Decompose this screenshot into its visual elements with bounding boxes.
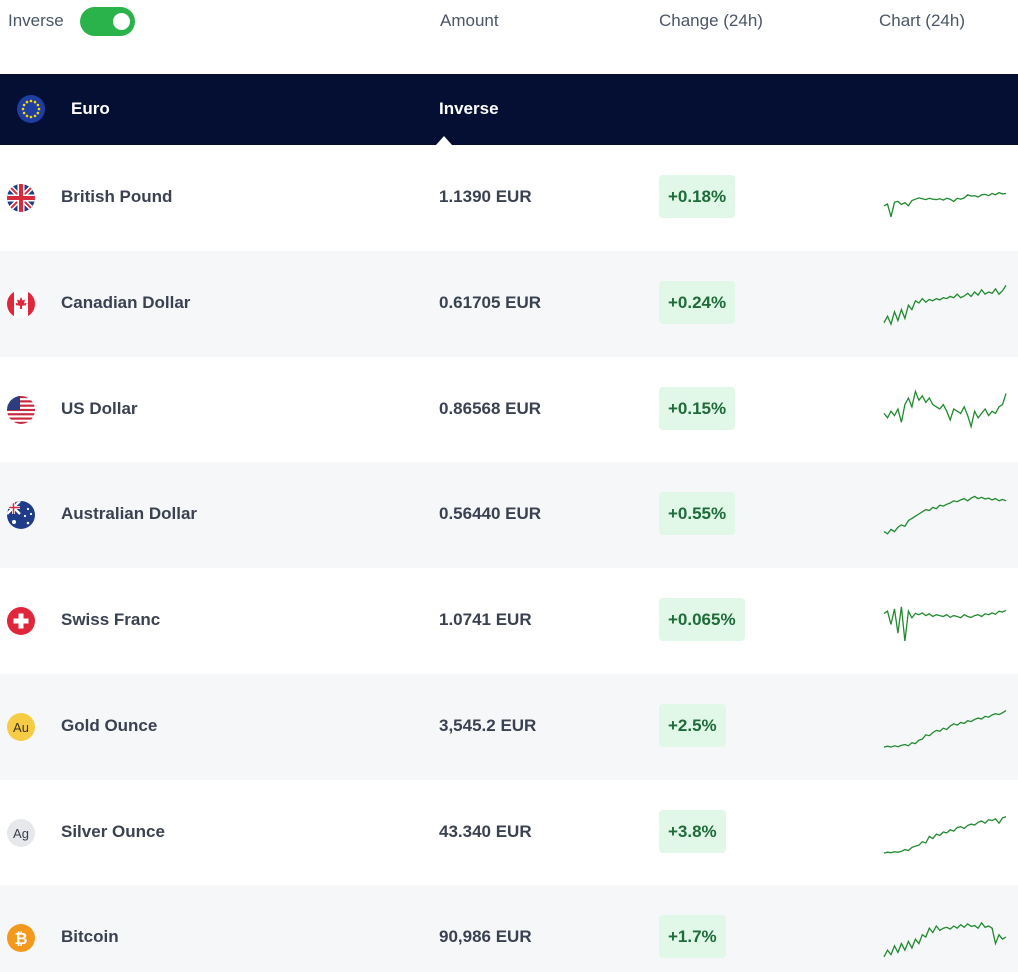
change-badge: +0.065% <box>659 598 745 641</box>
amount-value: 3,545.2 EUR <box>439 715 537 735</box>
amount-value: 1.1390 EUR <box>439 187 532 206</box>
currency-name: Australian Dollar <box>61 504 198 524</box>
us-flag-icon <box>7 395 35 424</box>
sparkline-chart <box>883 815 1007 854</box>
currency-name: Canadian Dollar <box>61 292 191 312</box>
amount-value: 0.86568 EUR <box>439 398 542 418</box>
currency-row[interactable]: ₿ Bitcoin 90,986 EUR +1.7% <box>0 885 1018 972</box>
currency-row[interactable]: US Dollar 0.86568 EUR +0.15% <box>0 357 1018 463</box>
switzerland-flag-icon <box>7 607 35 635</box>
sparkline-chart <box>883 606 1007 642</box>
currency-row[interactable]: Canadian Dollar 0.61705 EUR +0.24% <box>0 250 1018 357</box>
currency-name: US Dollar <box>61 398 138 418</box>
svg-text:₿: ₿ <box>14 929 27 948</box>
currency-row[interactable]: British Pound 1.1390 EUR +0.18% <box>0 145 1018 251</box>
amount-value: 43.340 EUR <box>439 821 532 841</box>
mode-caret-icon <box>436 136 452 145</box>
change-badge: +1.7% <box>659 915 726 959</box>
gold-au-icon: Au <box>7 712 35 741</box>
currency-name: Silver Ounce <box>61 821 165 841</box>
toggle-knob <box>113 13 130 30</box>
sparkline-chart <box>883 191 1007 217</box>
column-header-change: Change (24h) <box>659 11 763 30</box>
currency-row[interactable]: Au Gold Ounce 3,545.2 EUR +2.5% <box>0 673 1018 780</box>
sparkline-chart <box>883 922 1007 958</box>
svg-text:Ag: Ag <box>13 826 29 841</box>
amount-value: 90,986 EUR <box>439 927 532 947</box>
sparkline-chart <box>883 709 1007 748</box>
base-currency-name: Euro <box>71 99 110 118</box>
change-badge: +2.5% <box>659 703 726 747</box>
australia-flag-icon <box>7 501 35 530</box>
base-mode-label: Inverse <box>439 99 499 118</box>
amount-value: 0.56440 EUR <box>439 504 542 524</box>
amount-value: 0.61705 EUR <box>439 292 542 312</box>
sparkline-chart <box>883 284 1007 326</box>
amount-value: 1.0741 EUR <box>439 610 532 629</box>
inverse-toggle[interactable] <box>80 7 135 36</box>
currency-row[interactable]: Swiss Franc 1.0741 EUR +0.065% <box>0 568 1018 674</box>
header-bar: Inverse Amount Change (24h) Chart (24h) <box>0 0 1018 74</box>
currency-row[interactable]: Ag Silver Ounce 43.340 EUR +3.8% <box>0 780 1018 886</box>
silver-ag-icon: Ag <box>7 818 35 847</box>
column-header-chart: Chart (24h) <box>879 11 965 30</box>
change-badge: +3.8% <box>659 809 726 853</box>
svg-text:Au: Au <box>13 720 29 735</box>
inverse-toggle-label: Inverse <box>8 11 64 30</box>
base-currency-bar: Euro Inverse <box>0 74 1018 145</box>
currency-name: Bitcoin <box>61 927 119 947</box>
canada-flag-icon <box>7 289 35 318</box>
currency-list: British Pound 1.1390 EUR +0.18% Canadian… <box>0 145 1018 972</box>
currency-name: Swiss Franc <box>61 610 161 629</box>
sparkline-chart <box>883 495 1007 535</box>
change-badge: +0.15% <box>659 386 736 430</box>
currency-row[interactable]: Australian Dollar 0.56440 EUR +0.55% <box>0 462 1018 568</box>
eu-flag-icon <box>17 95 45 123</box>
column-header-amount: Amount <box>440 11 499 30</box>
change-badge: +0.18% <box>659 175 736 218</box>
change-badge: +0.24% <box>659 280 736 324</box>
bitcoin-icon: ₿ <box>7 924 35 953</box>
change-badge: +0.55% <box>659 492 736 536</box>
currency-name: Gold Ounce <box>61 715 158 735</box>
currency-name: British Pound <box>61 187 173 206</box>
uk-flag-icon <box>7 184 35 212</box>
sparkline-chart <box>883 388 1007 429</box>
